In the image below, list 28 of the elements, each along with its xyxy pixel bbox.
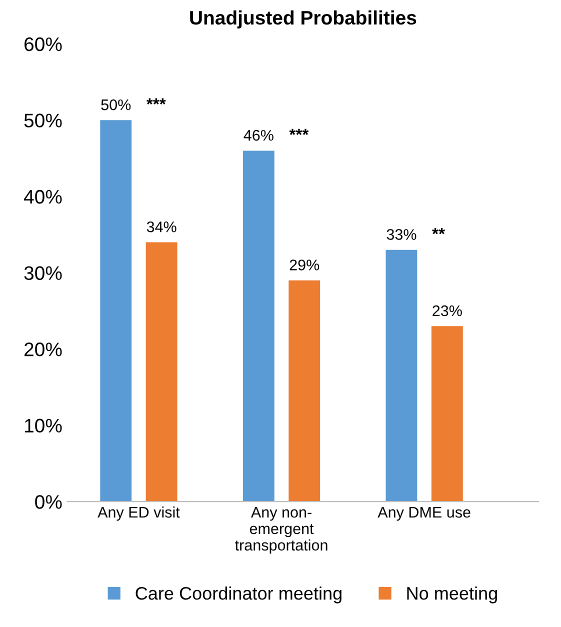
data-label: 33%: [386, 229, 416, 240]
bar: [288, 280, 320, 502]
bar: [431, 326, 463, 502]
data-label: 46%: [244, 130, 274, 141]
data-label: 34%: [146, 221, 176, 232]
y-tick-label: 20%: [24, 342, 62, 356]
annotation: ***: [289, 128, 309, 136]
data-label: 29%: [290, 260, 320, 270]
data-label: 50%: [101, 99, 131, 110]
y-tick-label: 30%: [24, 266, 62, 280]
annotation: ***: [146, 98, 166, 105]
x-tick-label: Any ED visit: [98, 506, 180, 521]
bar: [242, 150, 274, 502]
bar: [386, 250, 418, 502]
data-label: 23%: [432, 305, 462, 316]
y-tick-label: 40%: [24, 190, 62, 204]
y-tick-label: 60%: [24, 37, 62, 52]
bar: [146, 242, 178, 502]
y-tick-label: 10%: [25, 418, 62, 433]
y-tick-label: 0%: [35, 495, 62, 509]
annotation: **: [432, 228, 445, 234]
bar: [100, 120, 132, 502]
legend-label: Care Coordinator meeting: [136, 586, 342, 604]
chart-title: Unadjusted Probabilities: [190, 10, 416, 28]
x-tick-label: Any non- emergent transportation: [235, 507, 328, 554]
x-tick-label: Any DME use: [378, 507, 470, 521]
y-tick-label: 50%: [24, 114, 62, 128]
legend-label: No meeting: [407, 586, 497, 604]
